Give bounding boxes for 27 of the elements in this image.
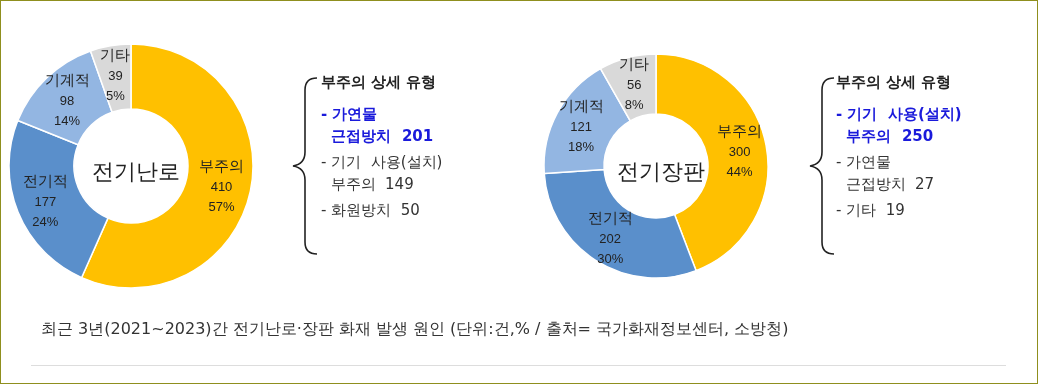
data-label: 121 18%	[568, 119, 595, 155]
slice-label: 기계적	[558, 97, 604, 115]
text: 부주의 상세 유형	[836, 72, 953, 93]
text: - 가연물 근접방치 201	[321, 104, 435, 147]
slice-label: 부주의	[717, 122, 763, 140]
text: - 가연물 근접방치 27	[836, 152, 936, 195]
data-label: 177 24%	[32, 194, 59, 230]
data-label: 410 57%	[208, 178, 235, 214]
text: - 기기 사용(설치) 부주의 149	[321, 152, 443, 195]
data-label: 202 30%	[597, 231, 624, 267]
data-label: 300 44%	[726, 144, 754, 180]
data-label: 39 5%	[106, 68, 126, 104]
text: 전기장판	[617, 158, 705, 184]
slice-label: 기타	[619, 55, 650, 73]
data-label: 56 8%	[624, 77, 645, 113]
slice-label: 전기적	[22, 172, 68, 190]
slice-label: 전기적	[587, 209, 633, 227]
text: - 화원방치 50	[321, 200, 421, 221]
text: 전기난로	[92, 158, 180, 184]
text: 최근 3년(2021~2023)간 전기난로·장판 화재 발생 원인 (단위:건,% / 출처= 국가화재정보센터, 소방청)	[41, 319, 789, 340]
slice-label: 기타	[100, 46, 131, 64]
text: 부주의 상세 유형	[321, 72, 438, 93]
data-label: 98 14%	[54, 92, 81, 128]
text: - 기기 사용(설치) 부주의 250	[836, 104, 962, 147]
slice-label: 기계적	[44, 70, 90, 88]
text: - 기타 19	[836, 200, 906, 221]
slice-label: 부주의	[199, 156, 244, 174]
